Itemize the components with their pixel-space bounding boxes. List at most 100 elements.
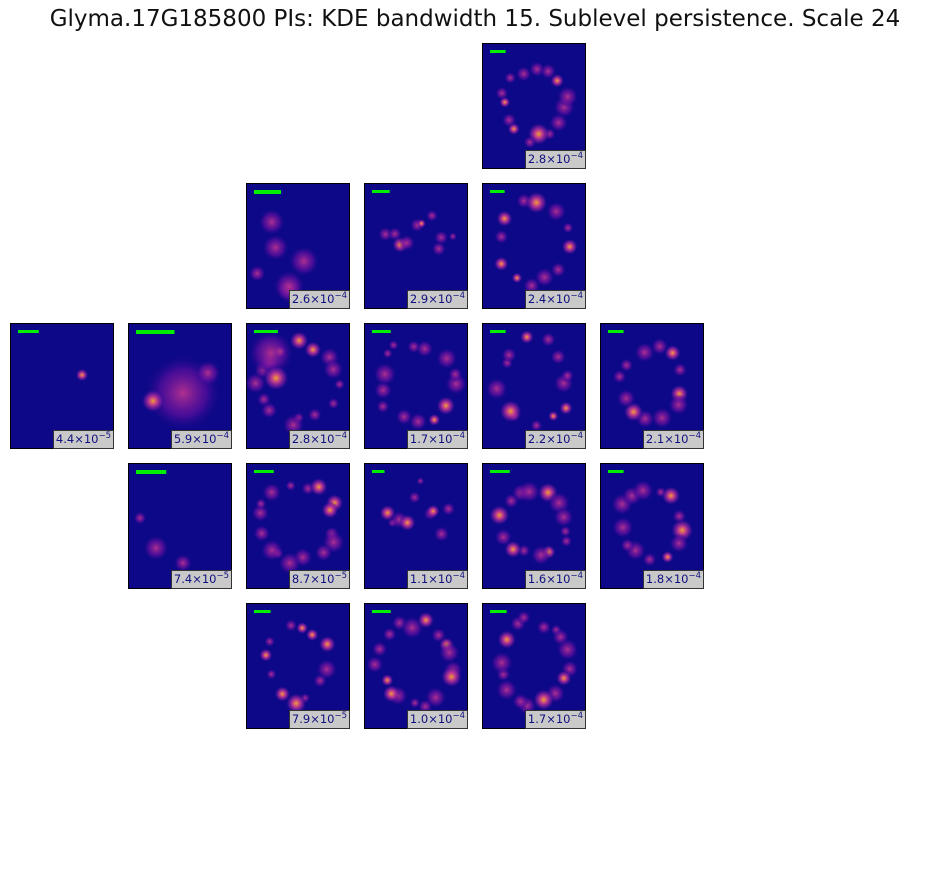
density-blob [381, 673, 394, 687]
density-blob [516, 610, 531, 625]
label-mantissa: 2.8 [291, 432, 311, 446]
density-blob [561, 238, 578, 255]
label-base: ×10 [192, 432, 217, 446]
max-value-label: 2.8×10−4 [524, 150, 586, 169]
label-base: ×10 [546, 432, 571, 446]
density-blob [133, 511, 147, 525]
density-blob [261, 234, 290, 262]
density-blob [549, 113, 569, 133]
persistence-image-panel: 1.6×10−4 [482, 463, 586, 589]
panel-heatmap [364, 463, 468, 589]
label-mantissa: 2.8 [527, 152, 547, 166]
persistence-image-panel: 1.0×10−4 [364, 603, 468, 729]
scale-bar [372, 330, 391, 333]
label-exponent: −4 [452, 431, 465, 441]
panel-heatmap [364, 183, 468, 309]
persistence-image-panel: 2.2×10−4 [482, 323, 586, 449]
label-mantissa: 4.4 [55, 432, 75, 446]
max-value-label: 2.9×10−4 [406, 290, 468, 309]
chart-title: Glyma.17G185800 PIs: KDE bandwidth 15. S… [49, 6, 901, 32]
panel-heatmap [600, 463, 704, 589]
density-blob [651, 337, 669, 356]
label-mantissa: 1.1 [409, 572, 429, 586]
density-blob [141, 389, 165, 413]
max-value-label: 7.9×10−5 [288, 710, 350, 729]
persistence-image-panel: 2.8×10−4 [482, 43, 586, 169]
density-blob [664, 344, 681, 362]
density-blob [553, 506, 574, 528]
persistence-image-panel: 1.7×10−4 [364, 323, 468, 449]
density-blob [278, 551, 302, 575]
density-blob [523, 135, 537, 149]
density-blob [382, 348, 393, 359]
label-exponent: −4 [570, 431, 583, 441]
max-value-label: 2.2×10−4 [524, 430, 586, 449]
label-exponent: −5 [334, 711, 347, 721]
density-blob [546, 201, 567, 222]
density-blob [668, 394, 690, 416]
density-blob [511, 272, 523, 284]
density-blob [494, 229, 509, 244]
persistence-image-panel: 1.7×10−4 [482, 603, 586, 729]
density-blob [495, 679, 518, 701]
persistence-image-panel: 1.8×10−4 [600, 463, 704, 589]
density-blob [512, 693, 529, 710]
persistence-image-panel: 2.9×10−4 [364, 183, 468, 309]
density-blob [261, 482, 282, 503]
max-value-label: 2.4×10−4 [524, 290, 586, 309]
density-blob [550, 262, 566, 278]
density-blob [556, 638, 579, 661]
label-exponent: −4 [334, 431, 347, 441]
label-exponent: −4 [452, 291, 465, 301]
max-value-label: 8.7×10−5 [288, 570, 350, 589]
density-blob [285, 692, 307, 714]
label-mantissa: 1.0 [409, 712, 429, 726]
panel-background [364, 183, 468, 309]
density-blob [433, 526, 450, 542]
density-blob [494, 528, 513, 547]
density-blob [530, 419, 543, 432]
max-value-label: 5.9×10−4 [170, 430, 232, 449]
density-blob [173, 553, 193, 573]
density-blob [515, 66, 532, 82]
density-blob [433, 230, 449, 245]
density-blob [489, 504, 510, 526]
density-blob [416, 477, 425, 485]
label-exponent: −4 [452, 711, 465, 721]
density-blob [409, 697, 421, 709]
density-blob [559, 401, 573, 415]
density-blob [259, 648, 273, 662]
label-exponent: −5 [334, 571, 347, 581]
density-blob [560, 535, 573, 548]
panel-heatmap [246, 183, 350, 309]
density-blob [440, 666, 463, 688]
density-blob [493, 256, 509, 272]
density-blob [499, 399, 523, 423]
density-blob [263, 365, 289, 391]
density-blob [321, 501, 339, 519]
label-base: ×10 [310, 572, 335, 586]
persistence-image-panel: 7.9×10−5 [246, 603, 350, 729]
density-blob [251, 504, 270, 522]
density-blob [314, 543, 333, 562]
persistence-image-panel: 8.7×10−5 [246, 463, 350, 589]
label-mantissa: 1.8 [645, 572, 665, 586]
max-value-label: 1.1×10−4 [406, 570, 468, 589]
density-blob [490, 651, 514, 675]
persistence-image-panel: 7.4×10−5 [128, 463, 232, 589]
label-base: ×10 [546, 572, 571, 586]
scale-bar [490, 470, 510, 473]
density-blob [560, 369, 575, 383]
scale-bar [372, 470, 385, 473]
max-value-label: 2.8×10−4 [288, 430, 350, 449]
density-blob [284, 619, 298, 632]
label-mantissa: 7.4 [173, 572, 193, 586]
density-blob [669, 533, 689, 553]
density-blob [366, 655, 384, 674]
max-value-label: 1.6×10−4 [524, 570, 586, 589]
scale-bar [18, 330, 39, 333]
density-blob [540, 332, 556, 347]
density-blob [398, 514, 416, 532]
density-blob [428, 413, 441, 426]
density-blob [448, 232, 458, 241]
